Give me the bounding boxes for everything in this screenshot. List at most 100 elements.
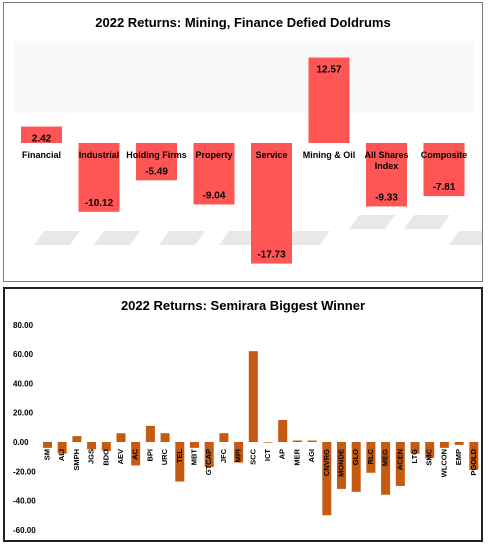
chart-title: 2022 Returns: Mining, Finance Defied Dol… [95,15,391,30]
category-label: Holding Firms [126,150,187,160]
category-label: MPI [234,449,243,462]
bar [381,442,391,495]
category-label: PGOLD [469,448,478,475]
bar [395,442,405,486]
bar [454,442,464,445]
bar [78,143,120,212]
bar [469,442,479,470]
bar [366,143,407,207]
value-label: -17.73 [257,250,286,261]
bar-shadow [449,231,482,245]
bar [204,442,214,467]
category-label: MER [292,448,301,465]
bar [263,442,273,443]
category-label: URC [160,448,169,465]
bar-shadow [34,231,80,245]
bar-shadow [94,231,140,245]
bar [292,440,302,442]
category-label: SMPH [72,449,81,471]
bar [160,433,170,442]
category-label: All Shares [364,150,408,160]
bar [131,442,141,466]
bar [322,442,332,516]
category-label: ACEN [395,449,404,470]
y-tick-label: 80.00 [13,321,34,330]
bar-shadow [284,231,330,245]
category-label: MBT [189,449,198,466]
category-label: Index [375,161,399,171]
bar [43,442,52,448]
bar [278,420,288,442]
y-tick-label: -60.00 [13,526,36,535]
category-label: Property [195,150,232,160]
value-label: -5.49 [145,166,168,177]
bar [251,143,292,264]
bar [234,442,244,463]
value-label: -7.81 [433,182,456,193]
background-band [14,43,474,113]
category-label: AC [131,448,140,459]
y-tick-label: 40.00 [13,379,34,388]
bar [423,143,465,197]
category-label: Industrial [79,150,120,160]
bar [219,433,229,442]
bar-shadow [159,231,205,245]
bar [145,425,155,442]
value-label: -10.12 [85,198,114,209]
category-label: JFC [219,448,228,463]
y-tick-label: 20.00 [13,409,34,418]
category-label: EMP [454,449,463,465]
category-label: BDO [101,449,110,466]
category-label: AEV [116,449,125,464]
bar [175,442,185,482]
bar [190,442,199,448]
bar [307,440,317,442]
category-label: Composite [421,150,468,160]
value-label: -9.33 [375,192,398,203]
bar [193,143,235,205]
bar [87,442,97,450]
category-label: BPI [145,449,154,462]
bar-shadow [349,215,395,229]
bar [366,442,376,473]
category-label: LTG [410,449,419,464]
bar [439,442,449,448]
category-label: SM [42,449,51,460]
bar [410,442,420,454]
bar [72,436,82,442]
value-label: 12.57 [316,65,341,76]
bar-shadow [404,215,450,229]
y-tick-label: 60.00 [13,350,34,359]
category-label: MONDE [336,449,345,477]
bar [116,433,126,442]
bar [57,442,67,454]
category-label: SCC [248,448,257,464]
category-label: GTCAP [204,449,213,475]
category-label: Financial [22,150,61,160]
category-label: CNVRG [322,449,331,476]
stock-returns-plot: 80.00 60.00 40.00 20.00 0.00 -20.00 -40.00 -60.… [13,321,479,535]
chart-title: 2022 Returns: Semirara Biggest Winner [120,298,366,313]
value-label: -9.04 [203,190,226,201]
bar [101,442,111,451]
category-label: Service [255,150,287,160]
category-label: WLCON [439,449,448,477]
y-tick-label: -40.00 [13,497,36,506]
y-tick-label: 0.00 [13,438,29,447]
category-label: MEG [381,449,390,466]
category-label: GLO [351,449,360,465]
bar [21,126,62,143]
category-label: AGI [307,449,316,462]
bar [248,351,258,442]
bar [425,442,435,459]
y-tick-label: -20.00 [13,467,36,476]
bar [136,143,177,181]
category-label: SMC [425,448,434,465]
bar [351,442,361,492]
sector-returns-chart: 2022 Returns: Mining, Finance Defied Dol… [3,2,483,282]
category-label: RLC [366,448,375,464]
sector-returns-plot: Financial 2.42 Industrial -10.12 Holding Fir… [14,43,482,264]
category-label: ALI [57,449,66,461]
category-label: AP [278,449,287,459]
bar [337,442,346,489]
